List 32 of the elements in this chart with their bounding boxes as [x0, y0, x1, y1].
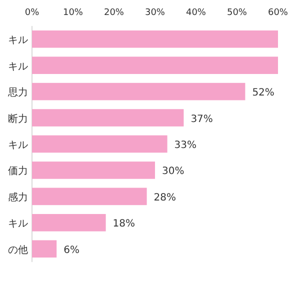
data-label: 28% — [154, 192, 176, 204]
data-label: 37% — [190, 114, 213, 125]
y-tick-label: 感力 — [8, 191, 28, 204]
bar — [32, 188, 147, 206]
y-tick-label: キル — [8, 218, 28, 230]
x-tick-label: 40% — [186, 8, 206, 18]
bar — [32, 162, 155, 179]
x-tick-label: 50% — [226, 8, 248, 18]
data-label: 33% — [174, 140, 197, 151]
x-tick-label: 20% — [104, 8, 124, 18]
y-tick-label: キル — [8, 35, 28, 46]
bar — [32, 109, 184, 126]
bar — [32, 30, 278, 48]
x-tick-label: 0% — [24, 8, 40, 18]
y-tick-label: の他 — [8, 244, 28, 256]
y-tick-label: キル — [8, 61, 28, 72]
bar — [32, 56, 278, 74]
y-tick-label: 思力 — [7, 86, 28, 99]
bar — [32, 135, 168, 153]
data-label: 18% — [112, 218, 136, 230]
data-label: 30% — [162, 166, 184, 178]
y-tick-label: 断力 — [8, 112, 28, 125]
bar — [32, 214, 106, 232]
y-tick-label: キル — [8, 140, 28, 151]
x-tick-label: 60% — [268, 8, 288, 18]
data-label: 6% — [64, 244, 80, 256]
x-tick-label: 10% — [62, 8, 84, 18]
y-tick-label: 価力 — [8, 165, 28, 178]
data-label: 52% — [252, 88, 274, 99]
x-tick-label: 30% — [144, 8, 166, 18]
bar — [32, 82, 246, 100]
bar — [32, 240, 57, 258]
